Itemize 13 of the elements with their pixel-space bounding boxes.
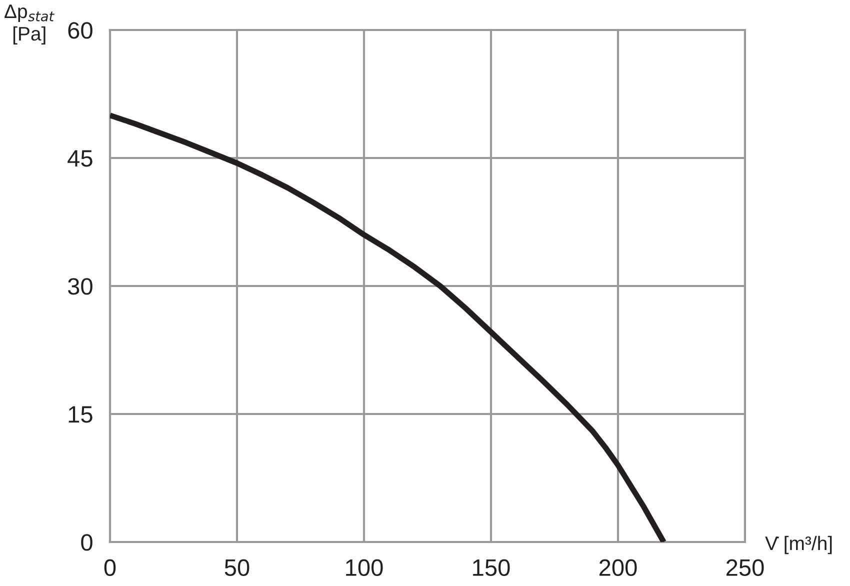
- x-tick-label: 200: [599, 559, 637, 576]
- y-tick-label: 0: [81, 534, 92, 551]
- y-tick-label: 15: [68, 406, 92, 423]
- x-tick-label: 100: [346, 559, 383, 576]
- y-axis-title: Δp$_{stat}$ [Pa]: [4, 4, 55, 44]
- y-tick-label: 30: [68, 278, 92, 295]
- y-tick-label: 45: [68, 150, 92, 167]
- x-tick-label: 150: [473, 559, 510, 576]
- x-tick-label: 250: [726, 559, 764, 576]
- y-tick-label: 60: [68, 22, 92, 39]
- x-tick-label: 0: [104, 559, 116, 576]
- x-axis-title: V̇ [m³/h]: [765, 536, 832, 554]
- x-tick-label: 50: [224, 559, 250, 576]
